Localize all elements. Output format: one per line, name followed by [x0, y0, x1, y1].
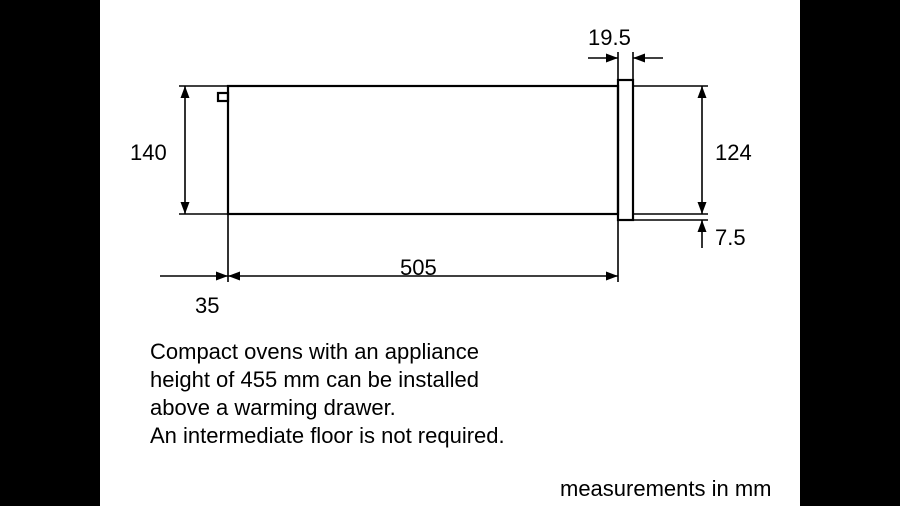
units-footer: measurements in mm — [560, 476, 772, 502]
dim-offset-bottom: 35 — [195, 293, 219, 319]
dim-width-bottom: 505 — [400, 255, 437, 281]
dim-height-left: 140 — [130, 140, 167, 166]
dim-right-inner: 124 — [715, 140, 752, 166]
left-black-bar — [0, 0, 100, 506]
right-black-bar — [800, 0, 900, 506]
note-line: An intermediate floor is not required. — [150, 422, 505, 450]
note-line: above a warming drawer. — [150, 394, 505, 422]
dim-top-gap: 19.5 — [588, 25, 631, 51]
note-line: Compact ovens with an appliance — [150, 338, 505, 366]
installation-note: Compact ovens with an appliance height o… — [150, 338, 505, 451]
diagram-canvas: 140 505 35 19.5 124 7.5 Compact ovens wi… — [100, 0, 800, 506]
dim-right-gap: 7.5 — [715, 225, 746, 251]
note-line: height of 455 mm can be installed — [150, 366, 505, 394]
